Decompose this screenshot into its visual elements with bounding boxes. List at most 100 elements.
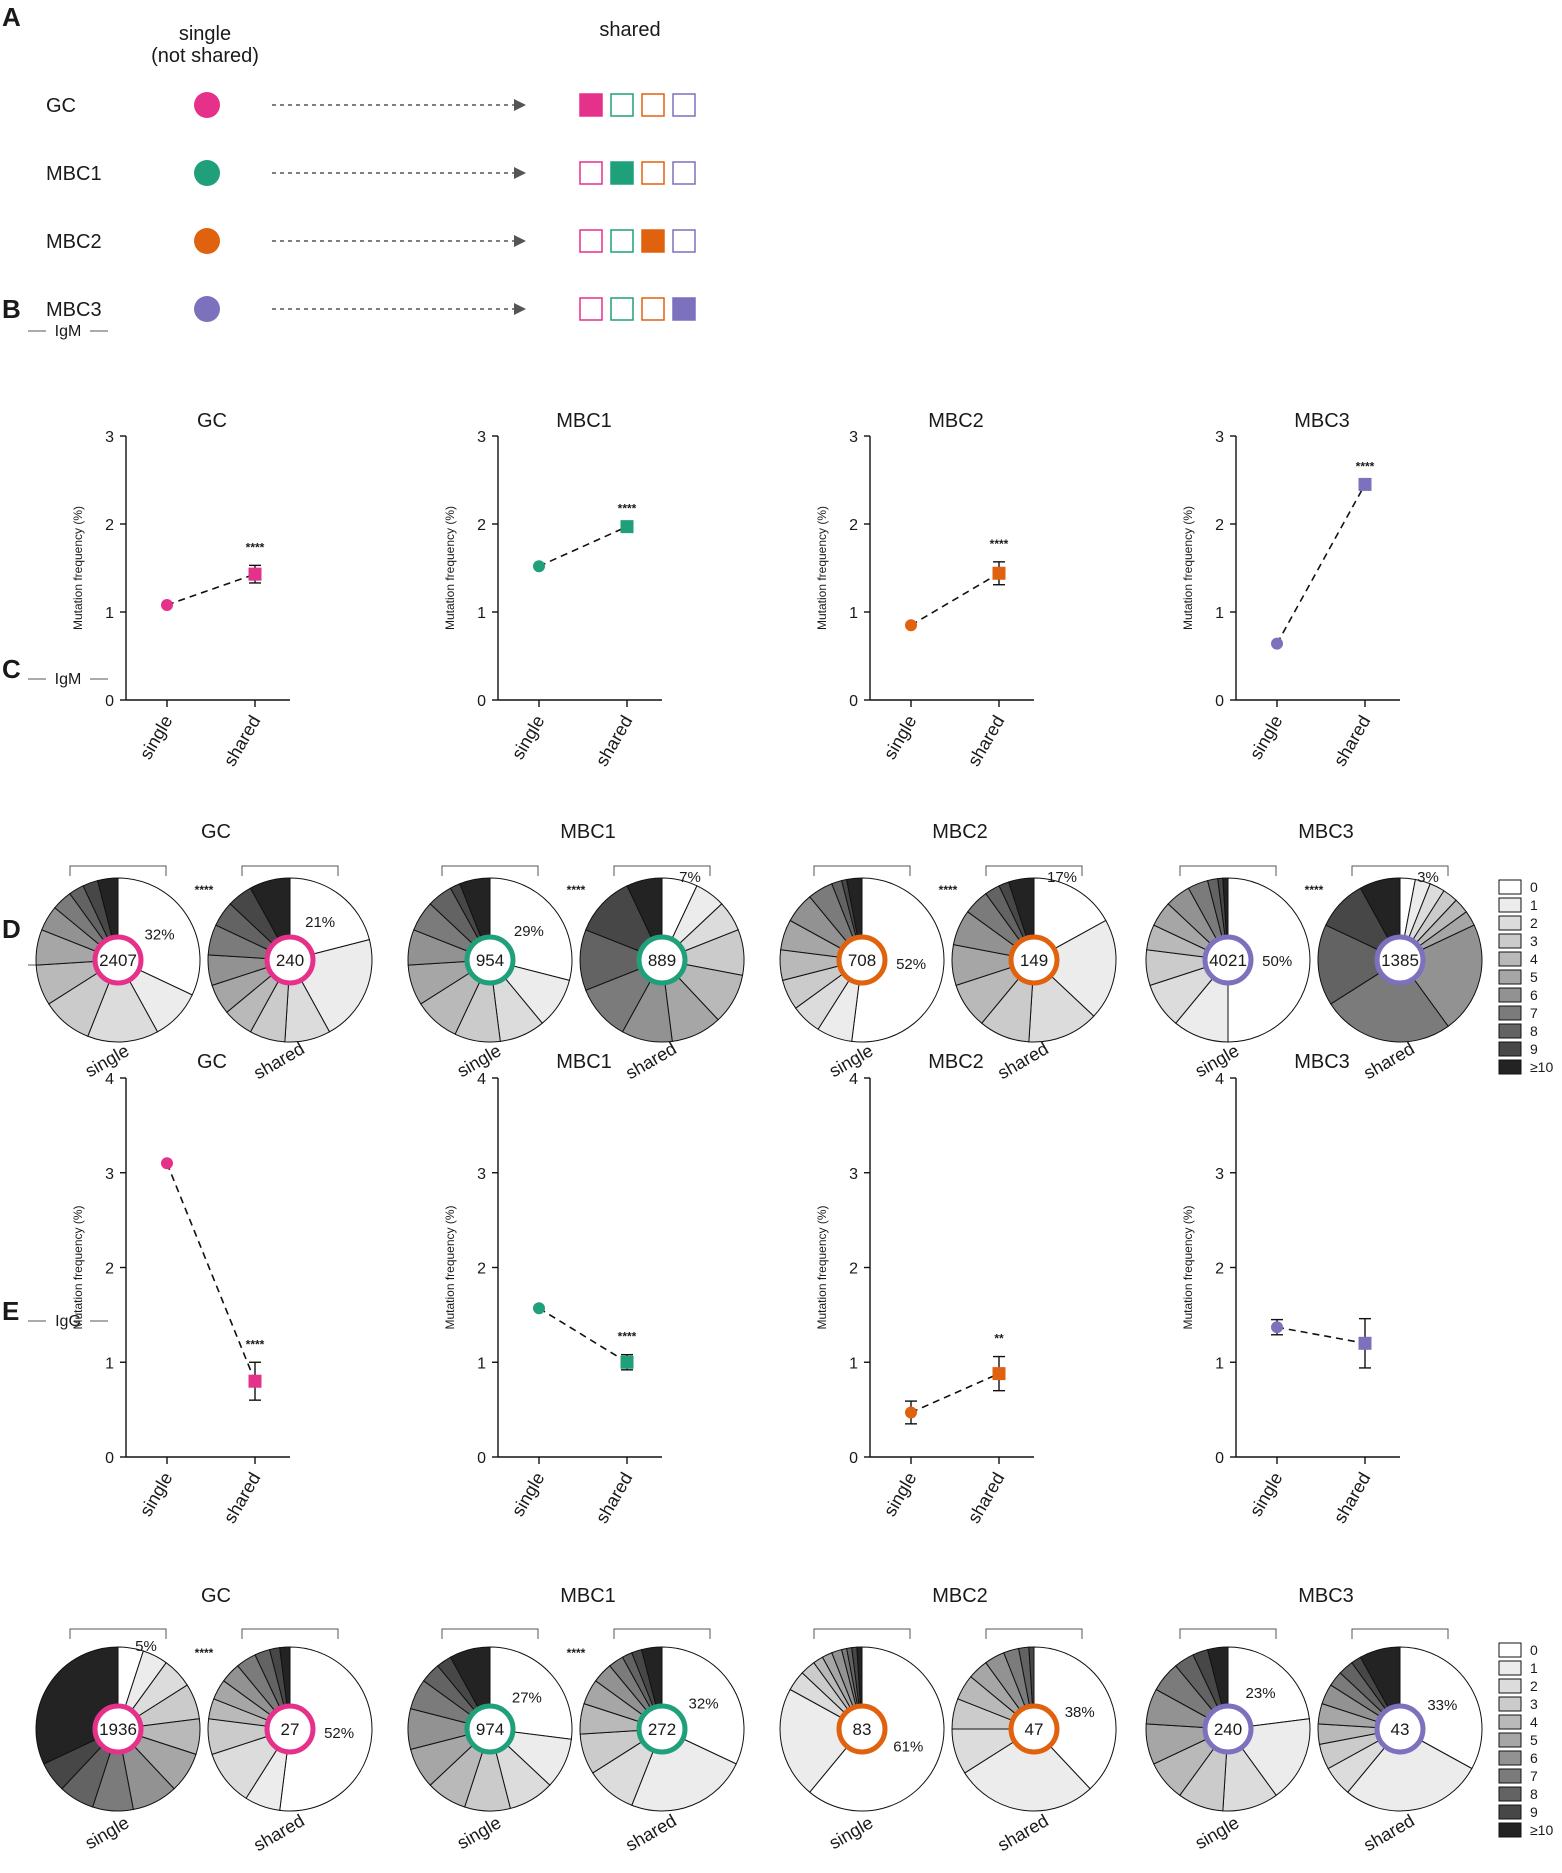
pie-center-ring-c-mbc1-shared — [636, 934, 688, 986]
legend-label-c-2: 2 — [1530, 915, 1538, 931]
panel-letter-b: B — [2, 294, 21, 324]
y-tick-label-d-gc-0: 0 — [105, 1450, 114, 1467]
pie-zero-percent-e-mbc2-shared: 38% — [1065, 1704, 1095, 1721]
point-single-d-mbc1 — [533, 1302, 545, 1315]
y-tick-label-d-mbc2-2: 2 — [849, 1261, 858, 1278]
trend-line-d-mbc2 — [910, 1372, 1000, 1414]
pie-slice-c-mbc3-single-0 — [1227, 877, 1311, 1043]
significance-c-mbc1: **** — [567, 883, 586, 897]
pie-slice-c-mbc3-shared-7 — [1330, 959, 1449, 1043]
legend-label-e-7: 7 — [1530, 1768, 1538, 1784]
pie-center-ring-e-mbc1-shared — [636, 1703, 688, 1755]
point-single-b-gc — [161, 598, 173, 611]
x-tick-label-b-gc-single: single — [136, 712, 177, 763]
point-single-b-mbc2 — [905, 619, 917, 632]
y-tick-label-d-mbc1-1: 1 — [477, 1355, 486, 1372]
y-tick-label-b-mbc1-1: 1 — [477, 605, 486, 622]
pie-count-c-gc-single: 2407 — [99, 951, 137, 970]
pie-category-e-mbc3-single: single — [1192, 1812, 1243, 1853]
shared-square-gc-mbc1 — [610, 93, 634, 117]
pie-count-c-mbc2-single: 708 — [848, 951, 876, 970]
pie-category-e-mbc3-shared: shared — [1360, 1810, 1418, 1855]
x-tick-label-d-mbc1-single: single — [508, 1469, 549, 1520]
pie-center-ring-c-gc-single — [92, 934, 144, 986]
legend-label-e-5: 5 — [1530, 1732, 1538, 1748]
legend-label-c-6: 6 — [1530, 987, 1538, 1003]
header-not-shared: (not shared) — [151, 45, 259, 67]
pie-zero-percent-e-mbc1-single: 27% — [512, 1689, 542, 1706]
x-tick-label-b-gc-shared: shared — [220, 712, 265, 770]
legend-swatch-c-8 — [1498, 1023, 1522, 1039]
bracket-c-mbc1-single — [441, 865, 539, 876]
pie-count-e-mbc2-single: 83 — [853, 1720, 872, 1739]
legend-swatch-e-1 — [1498, 1660, 1522, 1676]
legend-swatch-c-4 — [1498, 951, 1522, 967]
pie-center-ring-e-mbc2-shared — [1008, 1703, 1060, 1755]
y-tick-label-d-gc-1: 1 — [105, 1355, 114, 1372]
pie-category-e-mbc1-single: single — [454, 1812, 505, 1853]
pie-category-c-gc-shared: shared — [250, 1038, 308, 1083]
legend-swatch-c-9 — [1498, 1041, 1522, 1057]
row-label-mbc3: MBC3 — [46, 299, 102, 321]
subplot-title-b-gc: GC — [197, 410, 227, 432]
y-tick-label-d-mbc3-3: 3 — [1215, 1166, 1224, 1183]
single-dot-gc — [194, 92, 220, 118]
legend-label-e-6: 6 — [1530, 1750, 1538, 1766]
y-tick-label-d-mbc3-2: 2 — [1215, 1261, 1224, 1278]
y-tick-label-b-mbc1-0: 0 — [477, 693, 486, 710]
y-axis-label-d-mbc2: Mutation frequency (%) — [815, 1205, 829, 1329]
legend-swatch-e-10 — [1498, 1822, 1522, 1838]
bracket-c-gc-shared — [241, 865, 339, 876]
pie-slice-c-mbc1-shared-9 — [585, 885, 663, 961]
point-shared-d-mbc3 — [1358, 1336, 1372, 1350]
trend-line-b-mbc3 — [1276, 484, 1366, 645]
bracket-e-mbc3-shared — [1351, 1628, 1449, 1639]
legend-swatch-e-3 — [1498, 1696, 1522, 1712]
pie-center-ring-e-gc-single — [92, 1703, 144, 1755]
point-shared-d-mbc1 — [620, 1355, 634, 1369]
legend-swatch-c-1 — [1498, 897, 1522, 913]
legend-label-e-4: 4 — [1530, 1714, 1538, 1730]
y-tick-label-b-mbc2-3: 3 — [849, 429, 858, 446]
legend-swatch-c-6 — [1498, 987, 1522, 1003]
subplot-title-e-gc: GC — [201, 1585, 231, 1607]
legend-swatch-c-3 — [1498, 933, 1522, 949]
shared-square-mbc2-gc — [579, 229, 603, 253]
pie-slice-e-mbc2-shared-1 — [964, 1728, 1091, 1812]
x-tick-label-d-mbc1-shared: shared — [592, 1469, 637, 1527]
pie-count-e-gc-single: 1936 — [99, 1720, 137, 1739]
subplot-title-d-mbc1: MBC1 — [556, 1051, 612, 1073]
bracket-c-mbc3-single — [1179, 865, 1277, 876]
bracket-e-gc-shared — [241, 1628, 339, 1639]
y-tick-label-b-mbc1-2: 2 — [477, 517, 486, 534]
significance-c-gc: **** — [195, 883, 214, 897]
y-tick-label-d-mbc1-2: 2 — [477, 1261, 486, 1278]
pie-zero-percent-c-mbc2-single: 52% — [896, 956, 926, 973]
isotype-label-c: IgM — [55, 671, 82, 688]
legend-swatch-e-9 — [1498, 1804, 1522, 1820]
legend-swatch-e-5 — [1498, 1732, 1522, 1748]
pie-zero-percent-e-gc-shared: 52% — [324, 1725, 354, 1742]
pie-center-ring-e-gc-shared — [264, 1703, 316, 1755]
single-dot-mbc3 — [194, 296, 220, 322]
pie-count-c-gc-shared: 240 — [276, 951, 304, 970]
pie-category-c-mbc1-shared: shared — [622, 1038, 680, 1083]
y-tick-label-d-mbc2-4: 4 — [849, 1071, 858, 1088]
shared-square-gc-mbc3 — [672, 93, 696, 117]
y-tick-label-d-mbc1-3: 3 — [477, 1166, 486, 1183]
significance-b-mbc2: **** — [990, 537, 1009, 551]
legend-label-c-5: 5 — [1530, 969, 1538, 985]
legend-swatch-c-2 — [1498, 915, 1522, 931]
legend-swatch-e-0 — [1498, 1642, 1522, 1658]
y-axis-label-d-gc: Mutation frequency (%) — [71, 1205, 85, 1329]
x-tick-label-b-mbc2-shared: shared — [964, 712, 1009, 770]
pie-center-ring-e-mbc3-shared — [1374, 1703, 1426, 1755]
pie-category-e-mbc1-shared: shared — [622, 1810, 680, 1855]
subplot-title-d-mbc2: MBC2 — [928, 1051, 984, 1073]
y-tick-label-d-mbc3-0: 0 — [1215, 1450, 1224, 1467]
point-single-d-gc — [161, 1157, 173, 1170]
trend-line-b-mbc1 — [538, 525, 628, 567]
y-tick-label-d-mbc3-4: 4 — [1215, 1071, 1224, 1088]
subplot-title-d-mbc3: MBC3 — [1294, 1051, 1350, 1073]
trend-line-d-gc — [166, 1162, 256, 1382]
